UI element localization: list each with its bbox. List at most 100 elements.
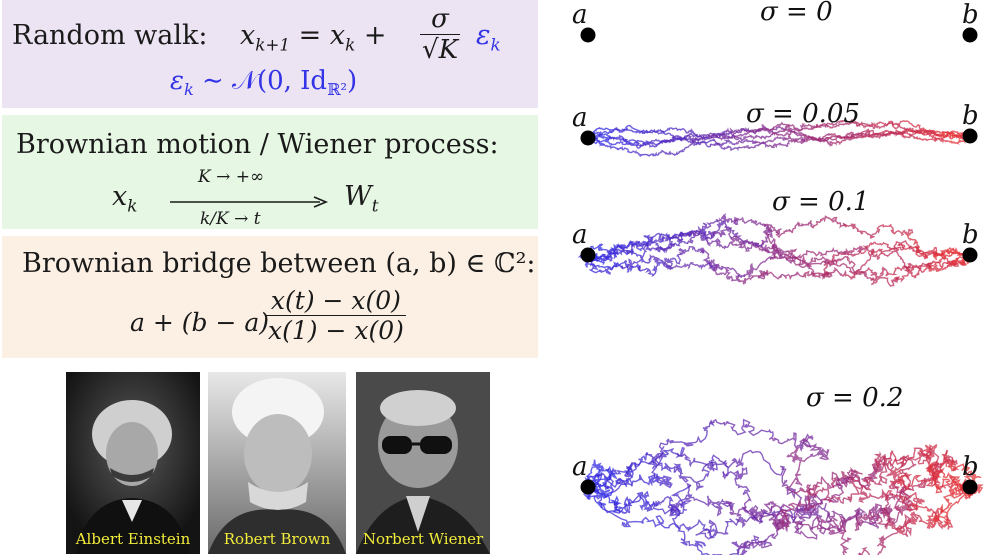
walk-start-point — [580, 479, 596, 495]
walk-start-label: a — [572, 452, 588, 482]
walk-path-segment — [897, 127, 924, 139]
walk-path-segment — [783, 124, 804, 133]
walk-path-segment — [738, 269, 769, 285]
walk-path-segment — [884, 489, 925, 512]
walk-path-segment — [825, 506, 880, 529]
walk-path-segment — [710, 418, 774, 438]
walk-path-segment — [854, 509, 881, 532]
walk-path-segment — [816, 516, 847, 535]
walk-path-segment — [871, 240, 920, 255]
walk-start-point — [580, 130, 596, 146]
walk-path-segment — [713, 267, 740, 283]
random-walk-box: Random walk: xk+1 = xk + σ √K εk εk ∼ 𝒩(… — [2, 0, 538, 108]
walk-path-segment — [706, 237, 730, 250]
walk-path-segment — [609, 134, 639, 147]
walk-path-segment — [910, 502, 954, 530]
walk-path-segment — [735, 506, 796, 529]
walk-path-segment — [905, 262, 934, 272]
walk-end-label: b — [962, 0, 979, 30]
walk-sigma-label: σ = 0 — [760, 0, 833, 27]
bridge-fraction: x(t) − x(0) x(1) − x(0) — [266, 286, 406, 345]
walk-path-segment — [771, 130, 802, 137]
walk-path-segment — [711, 225, 733, 240]
walk-path-segment — [858, 533, 894, 555]
brownian-bridge-label: Brownian bridge between (a, b) ∈ ℂ²: — [22, 248, 536, 279]
walk-path-segment — [793, 509, 863, 533]
walk-path-segment — [667, 482, 694, 517]
walk-path-segment — [761, 123, 785, 132]
walk-path-segment — [676, 529, 711, 555]
walk-path-segment — [649, 254, 673, 271]
walk-path-segment — [838, 523, 862, 555]
walk-path-segment — [604, 236, 651, 254]
walk-sigma-label: σ = 0.1 — [772, 187, 869, 217]
walk-path-segment — [824, 255, 861, 274]
walk-path-segment — [646, 232, 665, 248]
walk-path-segment — [896, 473, 938, 493]
walk-path-segment — [725, 500, 760, 520]
walk-path-segment — [826, 121, 859, 129]
random-walk-equation: xk+1 = xk + — [240, 20, 387, 55]
walk-path-segment — [847, 459, 892, 503]
arrow-bottom-label: k/K → t — [200, 209, 261, 229]
walk-path-segment — [873, 451, 895, 471]
walk-path-segment — [804, 136, 828, 143]
walk-path-segment — [932, 477, 984, 495]
walk-path-segment — [787, 136, 812, 145]
walk-path-segment — [920, 443, 939, 473]
walk-path-segment — [652, 127, 684, 134]
walk-path-segment — [651, 239, 689, 254]
walk-path-segment — [699, 247, 720, 270]
walk-path-segment — [822, 252, 860, 278]
walk-start-label: a — [572, 220, 588, 250]
walk-path-segment — [728, 241, 771, 254]
walk-end-point — [962, 128, 978, 144]
walk-path-segment — [876, 223, 914, 237]
walk-path-segment — [775, 220, 814, 238]
walk-path-segment — [620, 256, 652, 270]
walk-path-segment — [780, 499, 817, 529]
wiener-process-symbol: Wt — [344, 181, 379, 216]
xk-symbol: xk — [112, 181, 138, 216]
walk-path-segment — [587, 243, 605, 260]
brownian-bridge-box: Brownian bridge between (a, b) ∈ ℂ²: a +… — [2, 236, 538, 358]
einstein-portrait-icon — [66, 372, 200, 554]
walk-path-segment — [827, 259, 875, 281]
walk-path-segment — [811, 215, 848, 229]
limit-arrow-icon — [170, 196, 329, 208]
walk-path-segment — [678, 245, 705, 256]
walk-path-segment — [757, 121, 786, 133]
walk-path-segment — [669, 261, 716, 270]
walk-group-2: a b σ = 0.1 — [572, 187, 979, 287]
walk-path-segment — [761, 225, 774, 245]
walk-path-segment — [793, 246, 848, 259]
walk-path-segment — [754, 135, 789, 145]
walk-path-segment — [711, 263, 745, 279]
walk-path-segment — [616, 139, 652, 146]
walk-path-segment — [859, 128, 878, 138]
walk-path-segment — [923, 263, 952, 273]
walk-path-segment — [693, 495, 736, 517]
brownian-motion-box: Brownian motion / Wiener process: xk K →… — [2, 115, 538, 229]
walk-path-segment — [894, 511, 923, 535]
walk-end-point — [962, 27, 978, 43]
walk-path-segment — [695, 518, 740, 540]
walk-path-segment — [705, 220, 739, 240]
walk-path-segment — [733, 128, 760, 139]
walk-sigma-label: σ = 0.2 — [806, 383, 903, 413]
walk-path-segment — [933, 246, 971, 261]
walk-end-point — [962, 479, 978, 495]
walk-path-segment — [765, 232, 785, 257]
sigma-over-sqrtK: σ √K — [420, 4, 460, 65]
walk-path-segment — [801, 133, 832, 141]
walk-group-1: a b σ = 0.05 — [572, 99, 979, 158]
walk-path-segment — [644, 451, 683, 473]
walk-path-segment — [763, 223, 782, 235]
walk-path-segment — [767, 142, 791, 149]
walk-path-segment — [906, 129, 936, 136]
walk-path-segment — [687, 134, 710, 142]
walk-path-segment — [708, 133, 736, 142]
portrait-caption: Robert Brown — [223, 530, 331, 548]
walk-path-segment — [738, 140, 769, 150]
walk-path-segment — [876, 486, 908, 528]
